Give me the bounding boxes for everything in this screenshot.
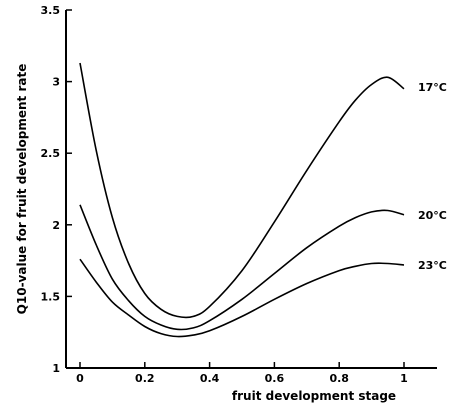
series-line [79, 62, 405, 319]
y-tick-label: 1 [52, 362, 60, 375]
x-tick-label: 1 [400, 372, 408, 385]
series-label: 17°C [418, 81, 447, 94]
axes-layer [65, 10, 437, 369]
y-tick-label: 2 [52, 219, 60, 232]
x-axis-title: fruit development stage [232, 389, 396, 403]
y-tick-label: 3 [52, 76, 60, 89]
y-tick-label: 1.5 [41, 290, 61, 303]
x-tick-label: 0.4 [200, 372, 220, 385]
ticks-layer: 1 1.5 2 2.5 3 3.5 0 0.2 0.4 0.6 0.8 1 [41, 4, 408, 385]
x-tick-label: 0.6 [265, 372, 285, 385]
x-tick-label: 0.2 [135, 372, 155, 385]
series-layer: 17°C 20°C 23°C [79, 62, 447, 338]
y-tick-label: 3.5 [41, 4, 61, 17]
x-tick-label: 0.8 [329, 372, 349, 385]
y-tick-label: 2.5 [41, 147, 61, 160]
series-line [79, 204, 405, 331]
x-tick-label: 0 [76, 372, 84, 385]
series-label: 23°C [418, 259, 447, 272]
series-line [79, 258, 405, 338]
y-axis-title: Q10-value for fruit development rate [15, 64, 29, 315]
series-label: 20°C [418, 209, 447, 222]
